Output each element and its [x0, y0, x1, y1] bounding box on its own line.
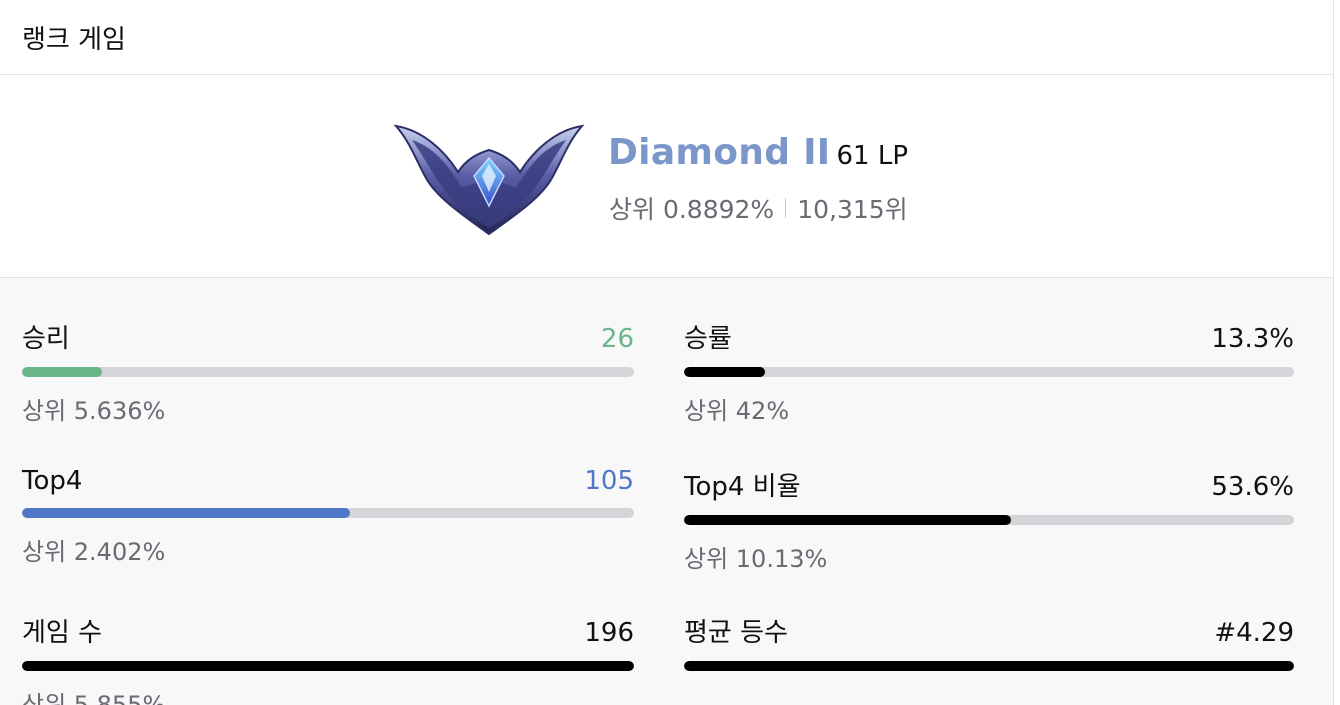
- tier-name: Diamond II: [608, 132, 831, 173]
- stat-label: 게임 수: [22, 618, 103, 648]
- progress-bar: [684, 515, 1294, 525]
- stat-label: 평균 등수: [684, 618, 788, 648]
- stat-percentile: 상위 5.855%: [22, 691, 166, 705]
- stat-value: 196: [584, 618, 634, 648]
- diamond-tier-emblem-icon: [393, 124, 585, 236]
- stat-percentile: 상위 5.636%: [22, 397, 166, 425]
- divider: [785, 198, 787, 218]
- rank-summary: Diamond II 61 LP 상위 0.8892% 10,315위: [0, 76, 1333, 278]
- stat-top4: Top4 105 상위 2.402%: [22, 466, 634, 606]
- stat-value: 105: [584, 466, 634, 496]
- progress-fill: [22, 508, 351, 518]
- stat-top4-rate: Top4 비율 53.6% 상위 10.13%: [684, 466, 1294, 606]
- panel-header: 랭크 게임: [0, 0, 1333, 75]
- tier-line: Diamond II 61 LP: [608, 132, 908, 173]
- progress-bar: [22, 661, 634, 671]
- progress-bar: [22, 508, 634, 518]
- progress-fill: [684, 661, 1294, 671]
- progress-fill: [684, 367, 766, 377]
- progress-bar: [684, 661, 1294, 671]
- stat-value: 13.3%: [1211, 324, 1294, 354]
- rank-position: 10,315위: [797, 195, 908, 224]
- stat-percentile: 상위 2.402%: [22, 538, 166, 566]
- stat-value: 53.6%: [1211, 472, 1294, 502]
- stat-value: #4.29: [1214, 618, 1294, 648]
- rank-top-percent: 상위 0.8892%: [609, 195, 775, 224]
- progress-bar: [684, 367, 1294, 377]
- stat-win-rate: 승률 13.3% 상위 42%: [684, 318, 1294, 458]
- stat-label: Top4 비율: [684, 472, 801, 502]
- stat-value: 26: [600, 324, 634, 354]
- rank-percentile-line: 상위 0.8892% 10,315위: [609, 190, 908, 226]
- stats-grid: 승리 26 상위 5.636% 승률 13.3% 상위 42% Top4 105…: [0, 278, 1333, 705]
- progress-fill: [22, 661, 634, 671]
- stat-avg-place: 평균 등수 #4.29: [684, 612, 1294, 705]
- progress-fill: [22, 367, 102, 377]
- stat-label: 승률: [684, 324, 732, 354]
- stat-label: 승리: [22, 324, 70, 354]
- stat-percentile: 상위 10.13%: [684, 545, 828, 573]
- progress-fill: [684, 515, 1011, 525]
- panel-title: 랭크 게임: [22, 24, 126, 55]
- stat-games: 게임 수 196 상위 5.855%: [22, 612, 634, 705]
- league-points: 61 LP: [836, 141, 908, 171]
- progress-bar: [22, 367, 634, 377]
- stat-wins: 승리 26 상위 5.636%: [22, 318, 634, 458]
- stat-percentile: 상위 42%: [684, 397, 790, 425]
- stat-label: Top4: [22, 466, 83, 496]
